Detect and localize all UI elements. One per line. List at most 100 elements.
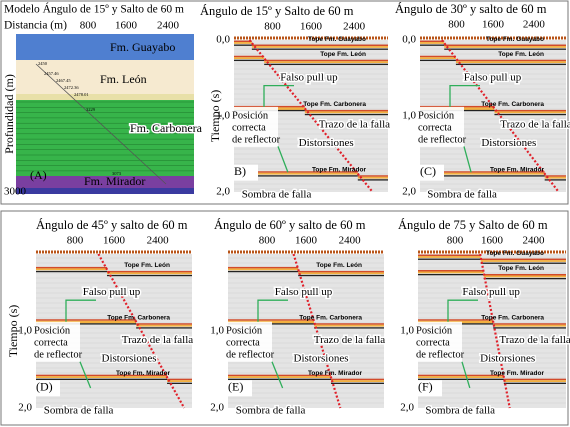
horizon-label: Tope Fm. Carbonera — [481, 101, 544, 108]
annotation: correcta — [226, 337, 260, 348]
reflector — [420, 175, 545, 177]
fault-trace — [248, 39, 374, 193]
reflector — [234, 44, 252, 46]
reflector — [420, 55, 456, 58]
reflector — [330, 380, 384, 382]
reflector — [420, 57, 456, 60]
depth-value: 2478.01 — [74, 92, 89, 97]
reflector — [418, 319, 494, 321]
annotation: Sombra de falla — [425, 405, 495, 417]
annotation: Sombra de falla — [236, 405, 306, 417]
pointer — [79, 361, 92, 389]
reflector — [167, 378, 192, 381]
reflector — [234, 59, 265, 62]
reflector — [418, 376, 504, 378]
reflector — [480, 262, 566, 264]
reflector — [418, 256, 481, 258]
reflector — [480, 260, 566, 262]
layer-transition — [16, 94, 194, 100]
reflector — [420, 171, 545, 173]
y-tick-label: 2,0 — [402, 186, 416, 198]
reflector — [420, 172, 545, 175]
pointer — [277, 146, 289, 173]
depth-value: 2472.36 — [64, 85, 79, 90]
reflector — [494, 111, 566, 114]
reflector — [480, 258, 566, 261]
formation-label: Fm. Carbonera — [130, 121, 203, 135]
top-frame — [0, 0, 569, 205]
annotation: Falso pull up — [275, 286, 333, 298]
pointer — [447, 299, 478, 322]
reflector — [36, 268, 107, 271]
label-box — [34, 380, 60, 397]
reflector — [304, 109, 388, 112]
x-tick-label: 800 — [67, 235, 84, 247]
reflector — [264, 61, 388, 64]
y-axis-label: Tiempo (s) — [208, 90, 222, 143]
reflector — [544, 176, 566, 179]
y-tick-label: 3000 — [4, 186, 27, 198]
label-box — [416, 380, 442, 397]
reflector — [234, 175, 358, 177]
reflector — [418, 271, 484, 274]
section-title: Ángulo de 45º y salto de 60 m — [36, 218, 188, 232]
annotation: de reflector — [226, 349, 275, 360]
annotation: Sombra de falla — [427, 189, 497, 201]
reflector — [418, 378, 504, 380]
annotation: Distorsiones — [294, 352, 349, 364]
annotation-box — [414, 321, 462, 362]
formation-label: Fm. Mirador — [84, 174, 145, 188]
panel-label: (C) — [420, 164, 436, 178]
annotation: Trazo de la falla — [122, 334, 193, 346]
reflector — [357, 176, 388, 179]
layer-guayabo — [16, 34, 194, 60]
reflector — [493, 323, 566, 325]
reflector — [418, 269, 484, 272]
reflector — [493, 327, 566, 329]
reflector — [36, 374, 168, 377]
reflector — [298, 270, 384, 273]
label-box — [226, 380, 252, 397]
reflector — [544, 175, 566, 177]
reflector — [418, 258, 481, 260]
y-tick-label: 1,0 — [216, 110, 230, 122]
reflector — [234, 105, 305, 108]
annotation: Sombra de falla — [242, 189, 312, 201]
pointer — [65, 299, 96, 322]
annotation: Sombra de falla — [44, 405, 114, 417]
reflector — [444, 48, 566, 50]
y-tick-label: 1,0 — [210, 325, 224, 337]
horizon-label: Tope Fm. Carbonera — [299, 314, 362, 321]
reflector — [503, 382, 566, 384]
layer-carbonera — [16, 100, 194, 176]
panel-label: B) — [234, 164, 246, 178]
annotation: Posición — [416, 325, 453, 336]
horizon-label: Tope Fm. Carbonera — [303, 101, 366, 108]
reflector — [483, 277, 566, 280]
reflector — [483, 273, 566, 276]
y-tick-label: 1,0 — [402, 110, 416, 122]
layer-base — [16, 188, 194, 194]
reflector — [420, 40, 445, 43]
x-tick-label: 800 — [259, 235, 276, 247]
reflector — [444, 44, 566, 47]
reflector — [493, 324, 566, 327]
label-box — [418, 164, 444, 181]
formation-label: Fm. León — [100, 72, 147, 86]
annotation: de reflector — [418, 134, 467, 145]
y-tick-label: 0,0 — [216, 34, 230, 46]
reflector — [357, 179, 388, 181]
depth-value: 2457.46 — [44, 71, 59, 76]
reflector — [503, 380, 566, 382]
horizon-label: Tope Fm. León — [320, 51, 366, 58]
reflector — [36, 376, 168, 378]
reflector — [444, 46, 566, 48]
reflector — [420, 42, 445, 44]
annotation: de reflector — [232, 134, 281, 145]
layer-leon — [16, 60, 194, 94]
horizon-label: Tope Fm. León — [316, 262, 362, 269]
horizon-label: Tope Fm. Mirador — [490, 370, 545, 377]
bottom-frame — [0, 210, 569, 426]
reflector — [494, 113, 566, 116]
